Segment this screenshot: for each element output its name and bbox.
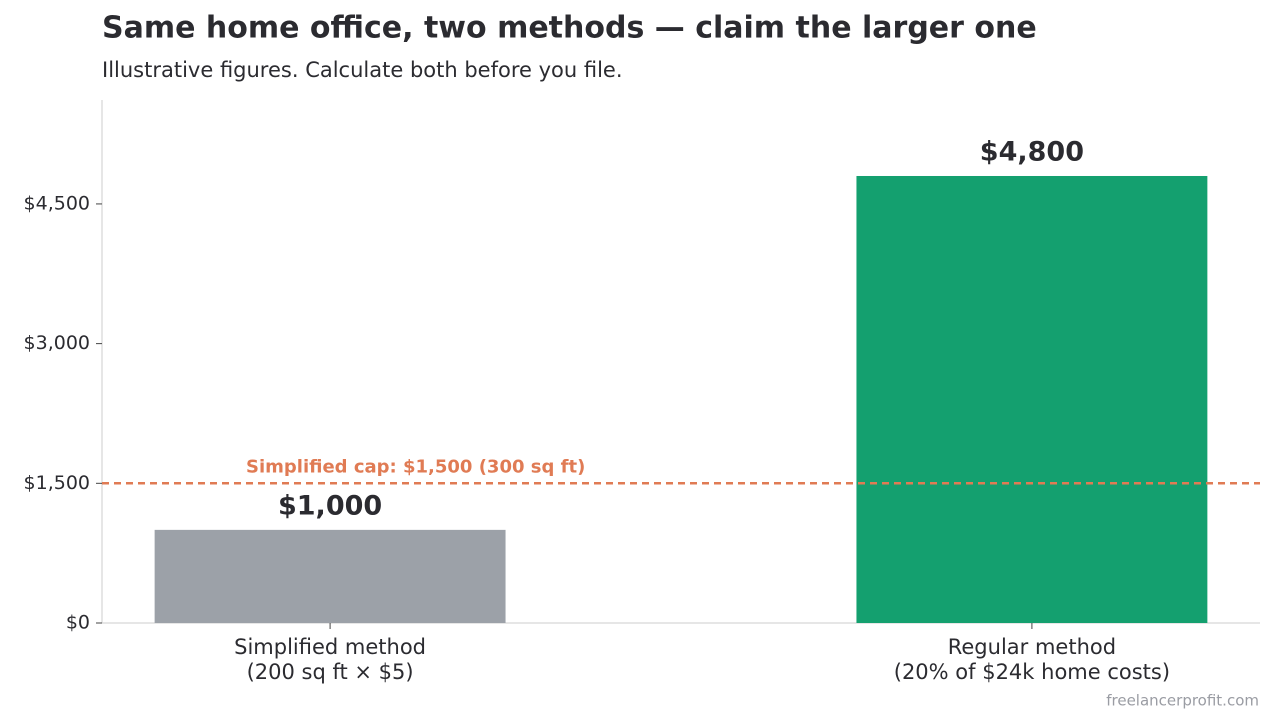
source: freelancerprofit.com (1106, 692, 1259, 710)
value-label: $1,000 (278, 490, 382, 521)
bar (154, 529, 506, 623)
y-tick-label: $1,500 (24, 472, 90, 494)
x-tick-label: Regular method (20% of $24k home costs) (894, 635, 1170, 684)
x-tick-label: Simplified method (200 sq ft × $5) (234, 635, 426, 684)
y-tick-label: $3,000 (24, 332, 90, 354)
y-tick-label: $0 (66, 612, 90, 634)
chart-title: Same home office, two methods — claim th… (102, 11, 1037, 46)
reference-label: Simplified cap: $1,500 (300 sq ft) (246, 456, 585, 477)
bar (856, 175, 1208, 623)
value-label: $4,800 (980, 136, 1084, 167)
chart-subtitle: Illustrative figures. Calculate both bef… (102, 58, 623, 82)
y-tick-label: $4,500 (24, 192, 90, 214)
